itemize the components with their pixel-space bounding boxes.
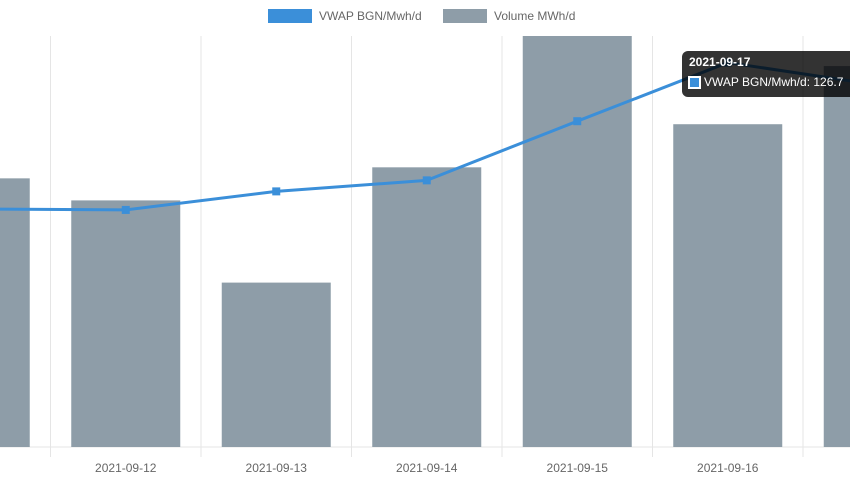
tooltip-title: 2021-09-17 [689, 55, 751, 69]
vwap-point [272, 187, 281, 196]
volume-bar [372, 167, 482, 447]
volume-bar [0, 178, 30, 447]
volume-bar [823, 66, 850, 447]
tooltip-body: VWAP BGN/Mwh/d: 126.7 [704, 75, 844, 89]
tooltip-box [682, 51, 850, 97]
vwap-point [573, 117, 582, 126]
volume-bar [673, 124, 783, 448]
legend-label-vwap: VWAP BGN/Mwh/d [319, 9, 422, 23]
x-tick-label: 2021-09-16 [697, 461, 759, 475]
x-tick-label: 2021-09-12 [95, 461, 157, 475]
legend-label-volume: Volume MWh/d [494, 9, 575, 23]
legend-swatch-volume [443, 9, 487, 23]
x-tick-label: 2021-09-13 [246, 461, 308, 475]
volume-bar [221, 282, 331, 447]
tooltip-swatch [690, 78, 699, 87]
vwap-point [422, 176, 431, 185]
volume-bar [71, 200, 181, 447]
x-tick-label: 2021-09-15 [547, 461, 609, 475]
vwap-point [121, 205, 130, 214]
volume-bar [522, 36, 632, 447]
legend-swatch-vwap [268, 9, 312, 23]
x-tick-label: 2021-09-14 [396, 461, 458, 475]
